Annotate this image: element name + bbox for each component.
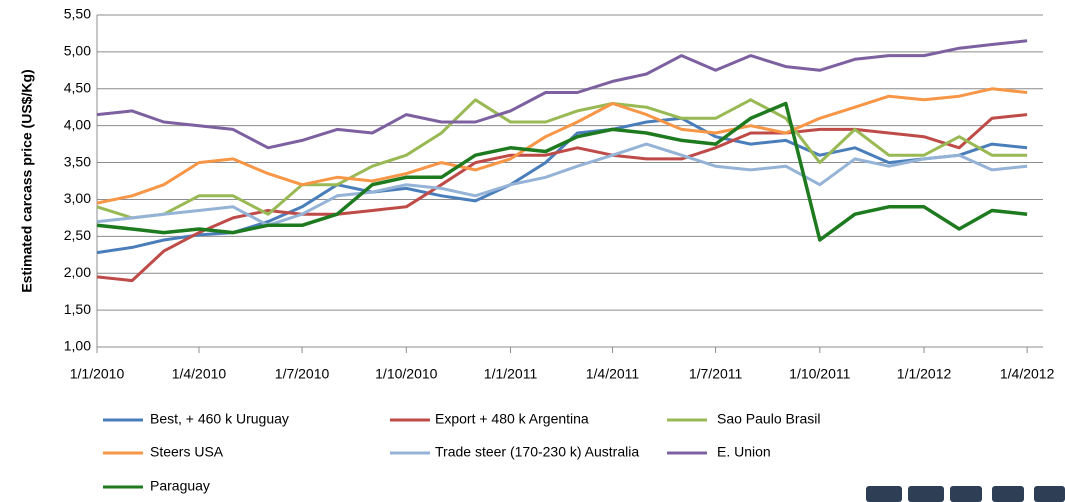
y-tick-label: 1,00 [64,338,91,354]
series-line [96,116,1028,255]
series-line [96,101,1028,242]
x-tick-label: 1/1/2011 [484,366,538,382]
x-tick-label: 1/10/2011 [789,366,850,382]
series-line [96,113,1028,283]
y-tick-label: 2,50 [64,227,91,243]
x-tick-label: 1/10/2010 [375,366,437,382]
y-tick-label: 2,00 [64,264,91,280]
tool-button[interactable] [908,486,944,502]
y-tick-label: 4,50 [64,79,91,95]
x-tick-label: 1/1/2010 [70,366,125,382]
series-line [96,142,1028,227]
y-tick-label: 5,50 [64,6,91,22]
legend-label: Paraguay [150,478,210,494]
x-tick-label: 1/4/2012 [1000,366,1055,382]
y-tick-label: 5,00 [64,43,91,59]
legend-label: Steers USA [150,444,224,460]
x-tick-label: 1/4/2010 [172,366,227,382]
series-line [96,39,1028,150]
y-tick-label: 3,00 [64,190,91,206]
x-tick-label: 1/7/2010 [275,366,330,382]
y-axis-label: Estimated carcass price (US$/Kg) [19,69,35,292]
series-line [96,87,1028,205]
legend-label: Best, + 460 k Uruguay [150,411,289,427]
series-line [96,98,1028,220]
y-tick-label: 3,50 [64,153,91,169]
legend-label: Export + 480 k Argentina [435,411,589,427]
tool-button[interactable] [1034,486,1065,502]
x-tick-label: 1/1/2012 [897,366,952,382]
legend-label: E. Union [717,444,771,460]
legend-label: Trade steer (170-230 k) Australia [435,444,639,460]
legend-label: Sao Paulo Brasil [717,411,821,427]
y-tick-label: 1,50 [64,301,91,317]
tool-button[interactable] [950,486,982,502]
tool-button[interactable] [992,486,1024,502]
toolbar [866,486,1065,502]
tool-button[interactable] [866,486,902,502]
x-tick-label: 1/7/2011 [689,366,743,382]
y-tick-label: 4,00 [64,116,91,132]
x-tick-label: 1/4/2011 [586,366,640,382]
